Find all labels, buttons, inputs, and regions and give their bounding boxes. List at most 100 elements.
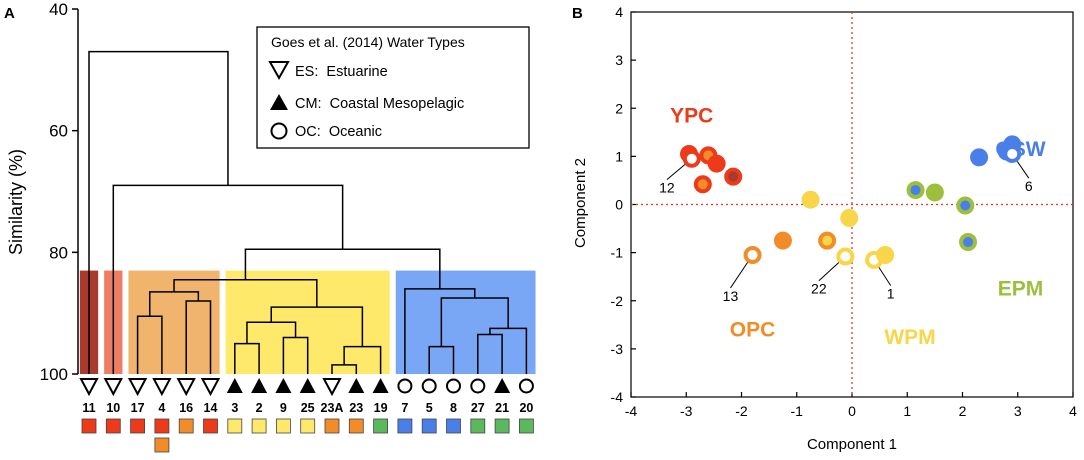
y-tick-label: -3 (611, 341, 624, 357)
leaf-label: 23 (349, 401, 363, 415)
leaf-label: 2 (256, 401, 263, 415)
y-tick-label: 100 (40, 365, 68, 384)
y-tick-label: 2 (615, 100, 623, 116)
leaf-color-box (446, 418, 461, 434)
scatter-point (724, 167, 743, 186)
x-tick-label: -2 (735, 403, 748, 419)
leaf-color-box (397, 418, 413, 434)
dendrogram-branches (88, 50, 528, 374)
x-tick-label: -1 (791, 403, 804, 419)
leaf-label: 23A (321, 401, 344, 415)
triangle-up-filled-icon (348, 378, 365, 393)
panel-b: B Component 2 Component 1 -4 -3 -2 -1 0 1 2 3 4-… (572, 4, 1077, 453)
x-tick-label: 0 (848, 403, 856, 419)
triangle-down-open-icon (79, 378, 99, 397)
scatter-point (970, 148, 989, 167)
y-tick-label: 1 (615, 148, 623, 164)
leaf-label: 16 (179, 401, 193, 415)
leaf-color-box (519, 418, 534, 434)
triangle-up-filled-icon (226, 378, 243, 393)
zero-lines (631, 12, 1073, 397)
scatter-point (836, 247, 855, 266)
dendrogram-branch (246, 321, 297, 344)
leaf-color-box (470, 418, 486, 434)
scatter-point (773, 231, 792, 250)
y-tick-label: -4 (611, 389, 624, 405)
dendrogram-leaves: 11 10 17 4 16 14 3 2 9 25 23A 23 19 7 5 8 27 21 20 (79, 378, 534, 453)
group-label: WPM (884, 326, 935, 349)
group-label: OPC (730, 319, 776, 342)
leaf-label: 10 (106, 401, 120, 415)
panel-b-y-axis-title: Component 2 (572, 158, 589, 248)
triangle-down-open-icon (268, 61, 290, 81)
group-label: YPC (670, 104, 713, 127)
leaf-label: 9 (280, 401, 287, 415)
panel-b-label: B (572, 5, 583, 22)
leaf-color-box (81, 418, 97, 434)
leaf-color-box (203, 418, 218, 434)
leaf-color-box (178, 418, 194, 434)
leaf-label: 7 (401, 401, 408, 415)
circle-open-icon (446, 378, 461, 394)
y-tick-label: -2 (611, 293, 624, 309)
triangle-down-open-icon (152, 378, 172, 397)
annotation-label: 12 (659, 180, 675, 196)
scatter-point (707, 154, 726, 173)
leaf-label: 14 (204, 401, 218, 415)
x-tick-label: -4 (625, 403, 638, 419)
leaf-label: 4 (158, 401, 165, 415)
leaf-color-box (324, 418, 340, 434)
scatter-point (956, 196, 975, 215)
circle-open-icon (518, 378, 534, 394)
leaf-label: 19 (374, 401, 388, 415)
scatter-point (1003, 144, 1022, 163)
cluster-background (395, 270, 536, 374)
annotation-label: 13 (723, 288, 739, 304)
dendrogram-branch (88, 50, 229, 374)
leaf-label: 21 (495, 401, 509, 415)
x-tick-label: 3 (1014, 403, 1022, 419)
scatter-point (906, 181, 925, 200)
scatter-point (801, 190, 820, 209)
leaf-color-box (494, 418, 510, 434)
x-tick-label: -3 (680, 403, 693, 419)
x-tick-label: 1 (903, 403, 911, 419)
scatter-point (818, 231, 837, 250)
leaf-label: 20 (519, 401, 533, 415)
y-tick-label: 4 (615, 4, 623, 20)
leaf-color-box (300, 418, 316, 434)
scatter-point (682, 149, 701, 168)
leaf-color-box (105, 418, 121, 434)
y-tick-label: 3 (615, 52, 623, 68)
y-tick-label: -1 (611, 245, 624, 261)
triangle-down-open-icon (103, 378, 123, 397)
triangle-up-filled-icon (299, 378, 316, 393)
annotation-label: 1 (887, 286, 895, 302)
legend-item-oceanic: OC: Oceanic (295, 124, 382, 140)
leaf-color-box (227, 418, 243, 434)
triangle-up-filled-icon (251, 378, 268, 393)
leaf-color-box (421, 418, 437, 434)
panel-b-x-axis-title: Component 1 (807, 436, 897, 453)
leaf-color-box (251, 418, 267, 434)
leaf-label: 17 (131, 401, 145, 415)
triangle-down-open-icon (127, 378, 148, 397)
triangle-up-filled-icon (275, 378, 292, 393)
leaf-label: 3 (231, 401, 238, 415)
x-tick-label: 4 (1069, 403, 1077, 419)
group-label: EPM (998, 278, 1044, 301)
annotation-label: 6 (1025, 178, 1033, 194)
panel-a: A Similarity (%) 40 60 80 100 11 10 17 4 16 14 3 2… (4, 0, 536, 453)
panel-a-y-axis-title: Similarity (%) (6, 149, 26, 255)
y-tick-label: 0 (615, 197, 623, 213)
dendrogram-branch (112, 184, 344, 374)
scatter-point (876, 246, 895, 265)
leaf-label: 27 (471, 401, 485, 415)
y-tick-label: 80 (49, 243, 68, 262)
leaf-label: 5 (426, 401, 433, 415)
circle-open-icon (270, 122, 288, 140)
scatter-point (925, 183, 944, 202)
panel-a-y-ticks: 40 60 80 100 (40, 0, 78, 384)
